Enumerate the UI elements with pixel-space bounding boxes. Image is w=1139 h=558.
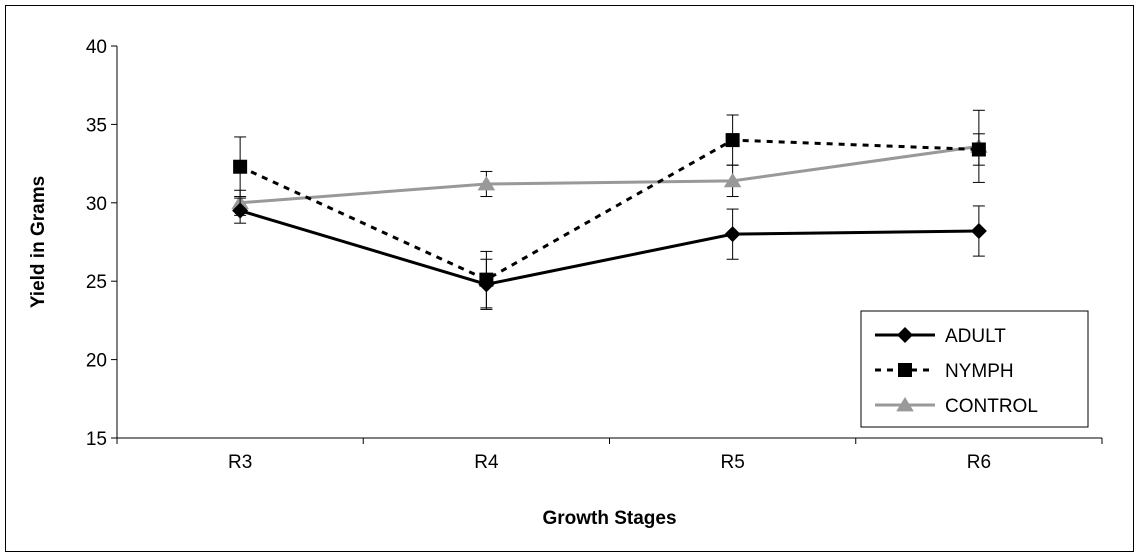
data-point-nymph <box>971 142 986 157</box>
series-control <box>231 109 988 216</box>
x-axis-title: Growth Stages <box>542 508 676 529</box>
y-tick-label: 20 <box>86 351 107 372</box>
data-point-adult <box>724 226 741 243</box>
data-point-adult <box>232 202 249 219</box>
legend: ADULT NYMPH CONTROL <box>860 310 1089 428</box>
data-point-control <box>723 172 742 188</box>
x-tick-label: R5 <box>720 452 744 473</box>
y-tick-label: 30 <box>86 194 107 215</box>
y-tick-label: 40 <box>86 37 107 58</box>
data-point-nymph <box>725 133 740 148</box>
legend-marker <box>897 327 913 343</box>
data-point-nymph <box>233 159 248 174</box>
legend-item-nymph: NYMPH <box>875 361 1014 382</box>
x-tick-label: R4 <box>474 452 499 473</box>
data-point-adult <box>970 223 987 240</box>
x-tick-label: R3 <box>228 452 252 473</box>
legend-label: ADULT <box>945 326 1006 347</box>
x-tick-label: R6 <box>967 452 991 473</box>
legend-marker <box>898 363 912 377</box>
series-layer <box>231 109 988 310</box>
data-point-adult <box>478 276 495 293</box>
x-ticks: R3 R4 R5 R6 <box>116 438 1103 473</box>
legend-label: CONTROL <box>945 396 1038 417</box>
series-line-nymph <box>239 138 979 282</box>
y-tick-label: 25 <box>86 272 107 293</box>
legend-label: NYMPH <box>945 361 1014 382</box>
legend-item-control: CONTROL <box>875 396 1038 417</box>
y-tick-label: 35 <box>86 115 107 136</box>
legend-item-adult: ADULT <box>875 326 1006 347</box>
series-nymph <box>233 114 986 309</box>
y-axis-title: Yield in Grams <box>28 176 49 308</box>
y-tick-label: 15 <box>86 429 107 450</box>
series-line-adult <box>239 209 979 286</box>
legend-marker <box>896 397 914 412</box>
data-point-control <box>477 175 496 191</box>
series-adult <box>232 197 987 310</box>
chart-frame: 15 20 25 30 35 40 R3 R4 R5 R6 Growth Stages Yiel… <box>5 5 1134 552</box>
chart: 15 20 25 30 35 40 R3 R4 R5 R6 Growth Stages Yiel… <box>28 37 1103 529</box>
y-ticks: 15 20 25 30 35 40 <box>86 37 117 450</box>
series-line-control <box>240 144 980 205</box>
